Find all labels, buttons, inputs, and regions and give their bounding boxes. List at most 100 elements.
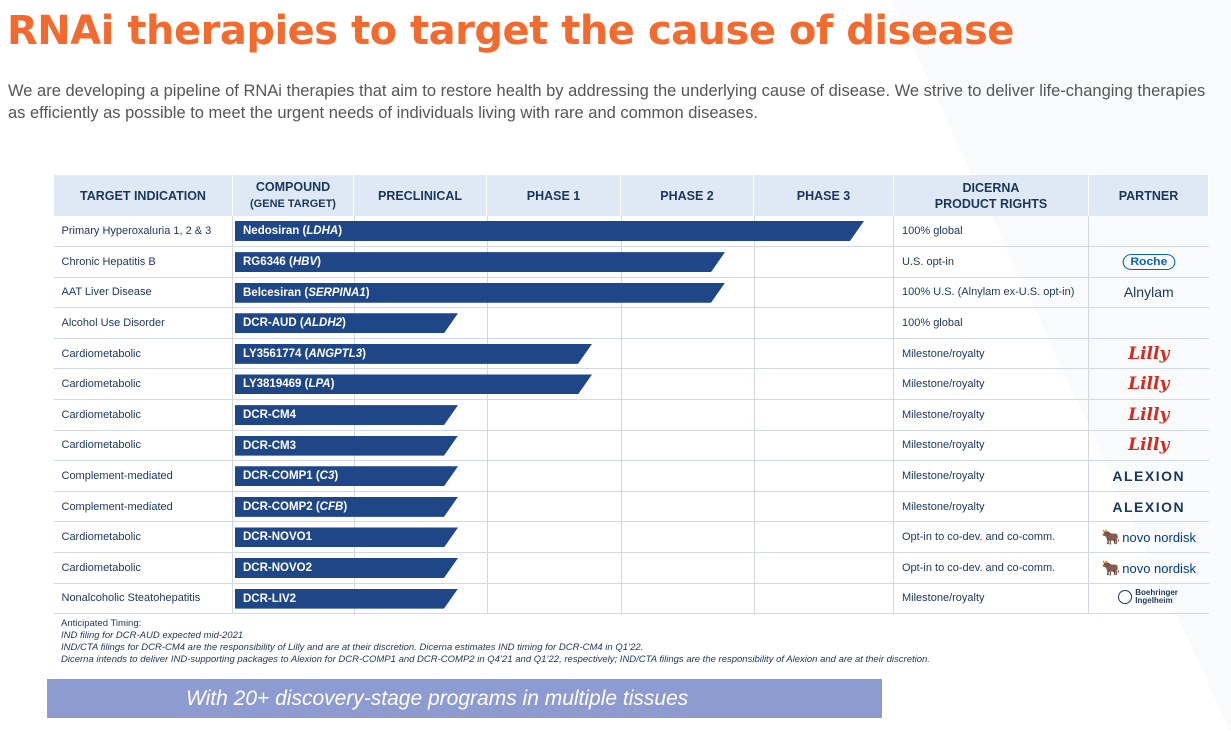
compound-name: LY3819469 xyxy=(243,378,302,391)
header-compound: COMPOUND (GENE TARGET) xyxy=(232,175,354,216)
partner-name: novo nordisk xyxy=(1122,560,1196,576)
compound-name: DCR-CM4 xyxy=(243,409,297,422)
header-phase2: PHASE 2 xyxy=(620,175,754,216)
row-rights: Milestone/royalty xyxy=(893,460,1089,492)
row-rights: Opt-in to co-dev. and co-comm. xyxy=(893,521,1089,554)
stage-divider xyxy=(487,308,488,338)
row-indication: Cardiometabolic xyxy=(53,399,233,431)
header-rights: DICERNA PRODUCT RIGHTS xyxy=(893,175,1089,216)
row-indication: Cardiometabolic xyxy=(53,430,233,462)
intro-paragraph: We are developing a pipeline of RNAi the… xyxy=(8,82,1206,122)
stage-divider xyxy=(754,491,755,522)
row-partner: Lilly xyxy=(1088,368,1209,401)
stage-divider xyxy=(754,247,755,277)
apis-bull-icon: 🐂 xyxy=(1101,529,1121,547)
row-partner: 🐂 novo nordisk xyxy=(1088,521,1209,554)
progress-bar: DCR-COMP1 (C3) xyxy=(235,466,458,486)
progress-bar: DCR-COMP2 (CFB) xyxy=(235,497,458,517)
stage-divider xyxy=(487,522,488,553)
stage-divider xyxy=(487,553,488,583)
table-row: Primary Hyperoxaluria 1, 2 & 3 Nedosiran … xyxy=(53,216,1209,248)
row-partner: 🐂 novo nordisk xyxy=(1088,552,1209,584)
stage-divider xyxy=(487,583,488,614)
lilly-logo: Lilly xyxy=(1128,435,1170,456)
compound-name: LY3561774 xyxy=(243,347,302,360)
row-progress-area: DCR-NOVO1 xyxy=(232,521,894,554)
gene-target: LPA xyxy=(308,378,331,391)
table-row: Cardiometabolic DCR-NOVO1 Opt-in to co-dev… xyxy=(53,521,1209,554)
row-progress-area: DCR-CM3 xyxy=(232,430,894,462)
header-compound-label: COMPOUND xyxy=(255,180,331,194)
header-phase1: PHASE 1 xyxy=(486,175,621,216)
gene-target: ALDH2 xyxy=(303,317,343,330)
progress-bar: LY3819469 (LPA) xyxy=(235,374,592,394)
row-indication: Cardiometabolic xyxy=(53,552,233,584)
row-indication: Cardiometabolic xyxy=(53,368,233,401)
progress-bar: DCR-CM4 xyxy=(235,405,458,425)
note-line: IND filing for DCR-AUD expected mid-2021 xyxy=(61,630,244,641)
row-partner: Boehringer Ingelheim xyxy=(1088,583,1209,615)
table-row: Complement-mediated DCR-COMP1 (C3) Milesto… xyxy=(53,460,1209,492)
row-progress-area: DCR-CM4 xyxy=(232,399,894,431)
header-partner: PARTNER xyxy=(1088,175,1209,216)
alexion-logo: ALEXION xyxy=(1112,468,1186,485)
lilly-logo: Lilly xyxy=(1128,374,1170,395)
row-progress-area: Nedosiran (LDHA) xyxy=(232,216,894,248)
table-row: Cardiometabolic DCR-NOVO2 Opt-in to co-dev… xyxy=(53,552,1209,584)
table-row: Chronic Hepatitis B RG6346 (HBV) U.S. opt-… xyxy=(53,246,1209,278)
compound-name: Belcesiran xyxy=(243,286,302,299)
timing-notes: Anticipated Timing: IND filing for DCR-A… xyxy=(61,618,930,666)
row-indication: Cardiometabolic xyxy=(53,338,233,370)
stage-divider xyxy=(754,522,755,553)
row-rights: U.S. opt-in xyxy=(893,246,1089,278)
header-rights-sub: PRODUCT RIGHTS xyxy=(934,196,1048,211)
lilly-logo: Lilly xyxy=(1128,404,1170,425)
row-progress-area: Belcesiran (SERPINA1) xyxy=(232,277,894,309)
table-row: Cardiometabolic LY3819469 (LPA) Milestone/… xyxy=(53,368,1209,401)
header-compound-sub: (GENE TARGET) xyxy=(250,198,336,210)
table-row: Cardiometabolic DCR-CM4 Milestone/royalty L… xyxy=(53,399,1209,431)
stage-divider xyxy=(754,338,755,369)
novo-nordisk-logo: 🐂 novo nordisk xyxy=(1101,529,1196,547)
roche-logo: Roche xyxy=(1122,253,1175,270)
row-progress-area: DCR-COMP1 (C3) xyxy=(232,460,894,492)
stage-divider xyxy=(754,461,755,491)
row-partner: Alnylam xyxy=(1088,277,1209,309)
stage-divider xyxy=(621,400,622,430)
partner-name: novo nordisk xyxy=(1122,530,1196,546)
stage-divider xyxy=(621,491,622,522)
compound-name: DCR-COMP1 xyxy=(243,470,313,483)
row-progress-area: RG6346 (HBV) xyxy=(232,246,894,278)
row-progress-area: DCR-NOVO2 xyxy=(232,552,894,584)
progress-bar: Belcesiran (SERPINA1) xyxy=(235,283,725,303)
stage-divider xyxy=(487,491,488,522)
stage-divider xyxy=(621,522,622,553)
row-partner: Roche xyxy=(1088,246,1209,278)
partner-name: Boehringer Ingelheim xyxy=(1135,588,1178,606)
note-line: IND/CTA filings for DCR-CM4 are the resp… xyxy=(61,642,644,653)
stage-divider xyxy=(621,461,622,491)
novo-nordisk-logo: 🐂 novo nordisk xyxy=(1101,559,1196,577)
stage-divider xyxy=(754,369,755,400)
row-indication: AAT Liver Disease xyxy=(53,277,233,309)
row-partner: ALEXION xyxy=(1088,491,1209,523)
row-rights: Milestone/royalty xyxy=(893,583,1089,615)
stage-divider xyxy=(754,430,755,461)
alexion-logo: ALEXION xyxy=(1112,498,1186,515)
lilly-logo: Lilly xyxy=(1128,343,1170,364)
row-progress-area: LY3819469 (LPA) xyxy=(232,368,894,401)
row-rights: Milestone/royalty xyxy=(893,430,1089,462)
table-row: Complement-mediated DCR-COMP2 (CFB) Milest… xyxy=(53,491,1209,523)
row-indication: Alcohol Use Disorder xyxy=(53,307,233,339)
row-indication: Complement-mediated xyxy=(53,491,233,523)
row-partner xyxy=(1088,307,1209,339)
header-preclinical: PRECLINICAL xyxy=(353,175,487,216)
table-row: Nonalcoholic Steatohepatitis DCR-LIV2 Mile… xyxy=(53,583,1209,615)
table-row: AAT Liver Disease Belcesiran (SERPINA1) 10… xyxy=(53,277,1209,309)
progress-bar: DCR-CM3 xyxy=(235,436,458,456)
row-rights: Opt-in to co-dev. and co-comm. xyxy=(893,552,1089,584)
apis-bull-icon: 🐂 xyxy=(1101,559,1121,577)
row-progress-area: LY3561774 (ANGPTL3) xyxy=(232,338,894,370)
stage-divider xyxy=(487,430,488,461)
gene-target: CFB xyxy=(319,500,344,513)
